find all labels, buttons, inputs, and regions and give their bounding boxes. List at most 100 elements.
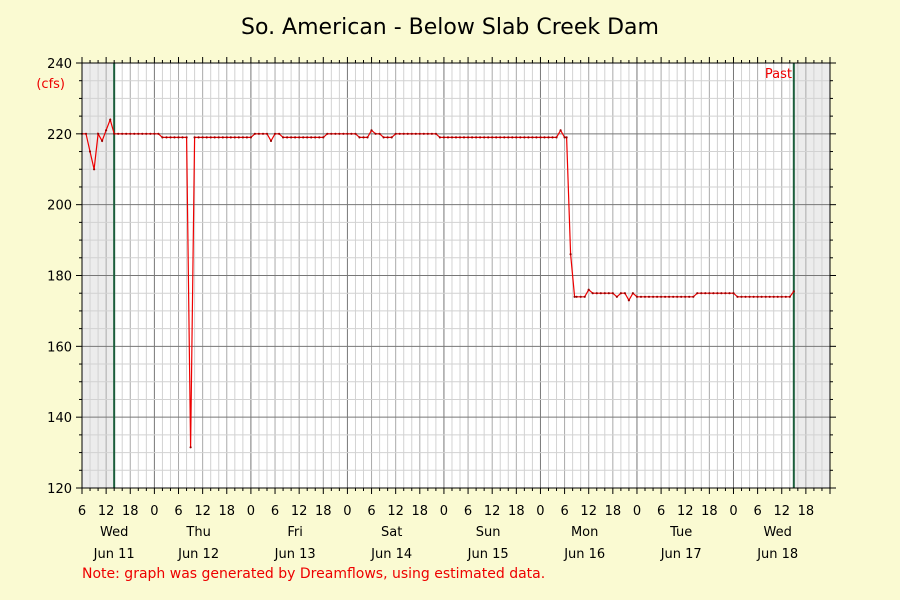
x-hour-label: 18: [798, 504, 815, 519]
y-tick-label: 140: [47, 411, 72, 426]
data-point: [760, 295, 763, 298]
data-point: [792, 290, 795, 293]
data-point: [720, 292, 723, 295]
data-point: [623, 292, 627, 295]
data-point: [298, 136, 301, 139]
data-point: [141, 132, 144, 135]
data-point: [716, 292, 719, 295]
data-point: [426, 132, 429, 135]
x-hour-label: 6: [657, 504, 665, 519]
data-point: [205, 136, 208, 139]
data-point: [213, 136, 216, 139]
data-point: [294, 136, 297, 139]
data-point: [583, 295, 586, 298]
y-tick-label: 180: [47, 270, 72, 285]
data-point: [394, 132, 397, 135]
series-layer: [80, 117, 795, 449]
data-point: [740, 295, 743, 298]
data-point: [370, 129, 373, 132]
data-point: [225, 136, 228, 139]
data-point: [310, 136, 313, 139]
x-hour-label: 18: [605, 504, 622, 519]
chart-title: So. American - Below Slab Creek Dam: [241, 15, 659, 40]
data-point: [382, 136, 385, 139]
data-point: [728, 292, 731, 295]
data-point: [410, 132, 413, 135]
data-point: [169, 136, 172, 139]
x-date-label: Jun 13: [274, 547, 316, 562]
x-date-label: Jun 12: [177, 547, 219, 562]
data-point: [692, 295, 695, 298]
data-point: [386, 136, 389, 139]
y-tick-label: 220: [47, 128, 72, 143]
data-point: [591, 292, 594, 295]
data-point: [511, 136, 514, 139]
x-hour-label: 18: [315, 504, 332, 519]
data-point: [137, 132, 140, 135]
data-point: [660, 295, 663, 298]
data-point: [84, 132, 88, 135]
data-point: [531, 136, 534, 139]
x-hour-label: 6: [560, 504, 568, 519]
data-point: [483, 136, 486, 139]
data-point: [125, 132, 128, 135]
y-tick-label: 160: [47, 340, 72, 355]
data-point: [233, 136, 236, 139]
data-point: [438, 136, 441, 139]
data-point: [527, 136, 530, 139]
data-point: [261, 132, 265, 135]
data-point: [366, 136, 369, 139]
data-point: [569, 253, 572, 256]
data-point: [241, 136, 244, 139]
data-point: [565, 136, 568, 139]
data-point: [551, 136, 554, 139]
data-point: [237, 136, 240, 139]
data-point: [245, 136, 248, 139]
data-point: [712, 292, 715, 295]
data-point: [503, 136, 506, 139]
x-day-label: Sun: [476, 525, 501, 540]
data-point: [487, 136, 490, 139]
data-point: [475, 136, 478, 139]
data-point: [467, 136, 470, 139]
data-point: [611, 292, 614, 295]
x-day-label: Fri: [287, 525, 303, 540]
x-hour-label: 12: [580, 504, 597, 519]
data-point: [406, 132, 409, 135]
x-day-label: Tue: [669, 525, 692, 540]
x-hour-label: 18: [219, 504, 236, 519]
y-tick-label: 240: [47, 57, 72, 72]
data-point: [273, 132, 277, 135]
data-point: [595, 292, 598, 295]
data-point: [189, 446, 192, 449]
data-point: [161, 136, 164, 139]
data-point: [209, 136, 212, 139]
data-point: [647, 295, 651, 298]
data-point: [322, 136, 325, 139]
data-point: [736, 295, 739, 298]
data-point: [326, 132, 329, 135]
data-point: [265, 132, 269, 135]
data-point: [306, 136, 309, 139]
ticks: [76, 57, 836, 494]
x-date-label: Jun 14: [370, 547, 412, 562]
data-point: [515, 136, 518, 139]
data-point: [668, 295, 671, 298]
data-point: [756, 295, 759, 298]
footnote: Note: graph was generated by Dreamflows,…: [82, 566, 546, 582]
data-point: [579, 295, 582, 298]
data-point: [543, 136, 546, 139]
x-hour-label: 0: [729, 504, 737, 519]
data-point: [354, 132, 357, 135]
data-point: [193, 136, 196, 139]
data-point: [454, 136, 458, 139]
y-tick-label: 120: [47, 482, 72, 497]
data-point: [350, 132, 353, 135]
data-point: [121, 132, 124, 135]
x-hour-label: 0: [440, 504, 448, 519]
x-day-label: Thu: [185, 525, 210, 540]
x-hour-label: 6: [367, 504, 375, 519]
data-point: [117, 132, 120, 135]
data-point: [539, 136, 542, 139]
data-point: [229, 136, 232, 139]
